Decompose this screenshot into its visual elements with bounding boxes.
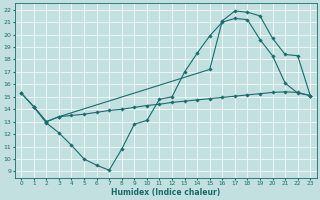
X-axis label: Humidex (Indice chaleur): Humidex (Indice chaleur) [111,188,220,197]
